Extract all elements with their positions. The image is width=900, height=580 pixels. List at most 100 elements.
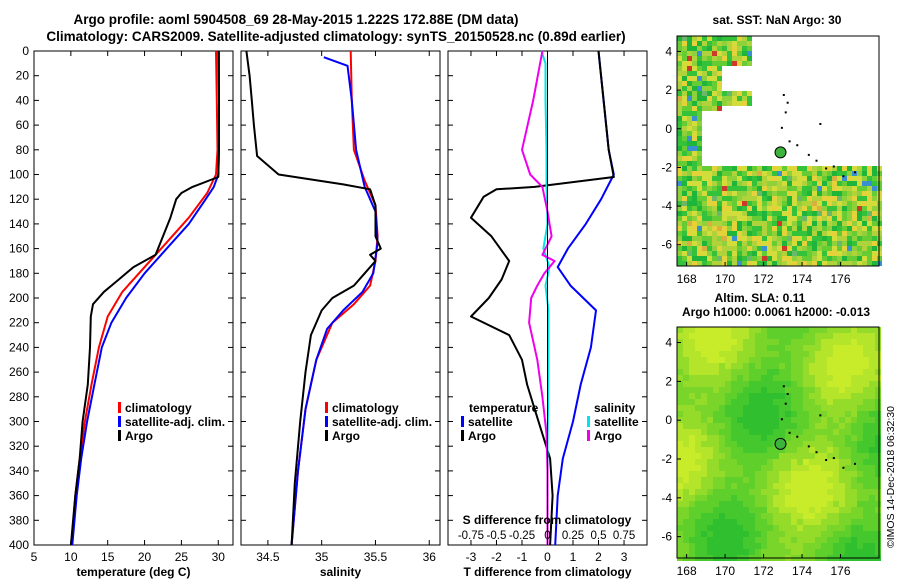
map-cell (767, 405, 773, 411)
map-cell (822, 176, 827, 181)
map-cell (722, 256, 727, 261)
map-cell (755, 465, 761, 471)
map-cell (722, 36, 727, 41)
map-cell (837, 191, 842, 196)
map-cell (839, 429, 845, 435)
map-cell (875, 423, 881, 429)
map-cell (802, 181, 807, 186)
map-cell (863, 519, 869, 525)
map-cell (847, 181, 852, 186)
map-cell (773, 417, 779, 423)
map-cell (687, 141, 692, 146)
map-cell (701, 405, 707, 411)
map-cell (869, 507, 875, 513)
map-cell (809, 453, 815, 459)
map-cell (742, 96, 747, 101)
map-cell (747, 236, 752, 241)
map-cell (833, 351, 839, 357)
map-cell (712, 221, 717, 226)
map-cell (863, 435, 869, 441)
map-cell (803, 363, 809, 369)
map-cell (717, 66, 722, 71)
map-cell (773, 477, 779, 483)
map-cell (725, 375, 731, 381)
map-cell (862, 191, 867, 196)
map-cell (727, 181, 732, 186)
map-cell (732, 101, 737, 106)
map-cell (851, 363, 857, 369)
map-cell (791, 351, 797, 357)
map-cell (857, 357, 863, 363)
map-cell (809, 483, 815, 489)
map-cell (827, 363, 833, 369)
map-cell (791, 531, 797, 537)
map-cell (749, 363, 755, 369)
map-cell (737, 339, 743, 345)
map-cell (773, 447, 779, 453)
map-cell (803, 513, 809, 519)
y-tick-label: 260 (9, 365, 29, 379)
map-cell (833, 375, 839, 381)
map-cell (782, 236, 787, 241)
map-cell (682, 166, 687, 171)
map-cell (827, 381, 833, 387)
map-cell (761, 333, 767, 339)
map-cell (737, 206, 742, 211)
map-cell (732, 201, 737, 206)
map-cell (809, 477, 815, 483)
map-cell (702, 241, 707, 246)
map-cell (809, 537, 815, 543)
map-cell (812, 256, 817, 261)
map-cell (689, 495, 695, 501)
map-cell (701, 339, 707, 345)
map-cell (757, 176, 762, 181)
map-cell (695, 537, 701, 543)
map-cell (683, 399, 689, 405)
map-cell (872, 171, 877, 176)
map-cell (815, 435, 821, 441)
map-cell (695, 417, 701, 423)
map-cell (701, 441, 707, 447)
map-cell (755, 525, 761, 531)
island-mark (786, 101, 789, 104)
map-cell (857, 351, 863, 357)
map-cell (833, 489, 839, 495)
map-cell (677, 166, 682, 171)
map-cell (683, 363, 689, 369)
map-cell (851, 345, 857, 351)
map-cell (702, 191, 707, 196)
map-cell (827, 216, 832, 221)
map-cell (732, 226, 737, 231)
map-cell (809, 423, 815, 429)
map-cell (732, 51, 737, 56)
map-cell (833, 501, 839, 507)
map-cell (727, 226, 732, 231)
map-cell (707, 66, 712, 71)
map-cell (791, 525, 797, 531)
map-cell (869, 423, 875, 429)
map-cell (683, 423, 689, 429)
map-cell (809, 333, 815, 339)
map-cell (779, 387, 785, 393)
map-cell (767, 525, 773, 531)
map-cell (731, 393, 737, 399)
map-cell (863, 369, 869, 375)
map-cell (682, 251, 687, 256)
map-cell (707, 363, 713, 369)
map-cell (701, 363, 707, 369)
map-cell (712, 206, 717, 211)
map-cell (842, 261, 847, 266)
map-cell (767, 411, 773, 417)
map-cell (821, 411, 827, 417)
map-cell (827, 405, 833, 411)
map-cell (747, 61, 752, 66)
map-cell (687, 156, 692, 161)
map-cell (857, 241, 862, 246)
map-cell (822, 231, 827, 236)
map-cell (822, 236, 827, 241)
map-cell (755, 513, 761, 519)
sla-map-subtitle: Argo h1000: 0.0061 h2000: -0.013 (682, 305, 870, 319)
map-cell (821, 447, 827, 453)
map-cell (747, 256, 752, 261)
island-mark (784, 402, 787, 405)
